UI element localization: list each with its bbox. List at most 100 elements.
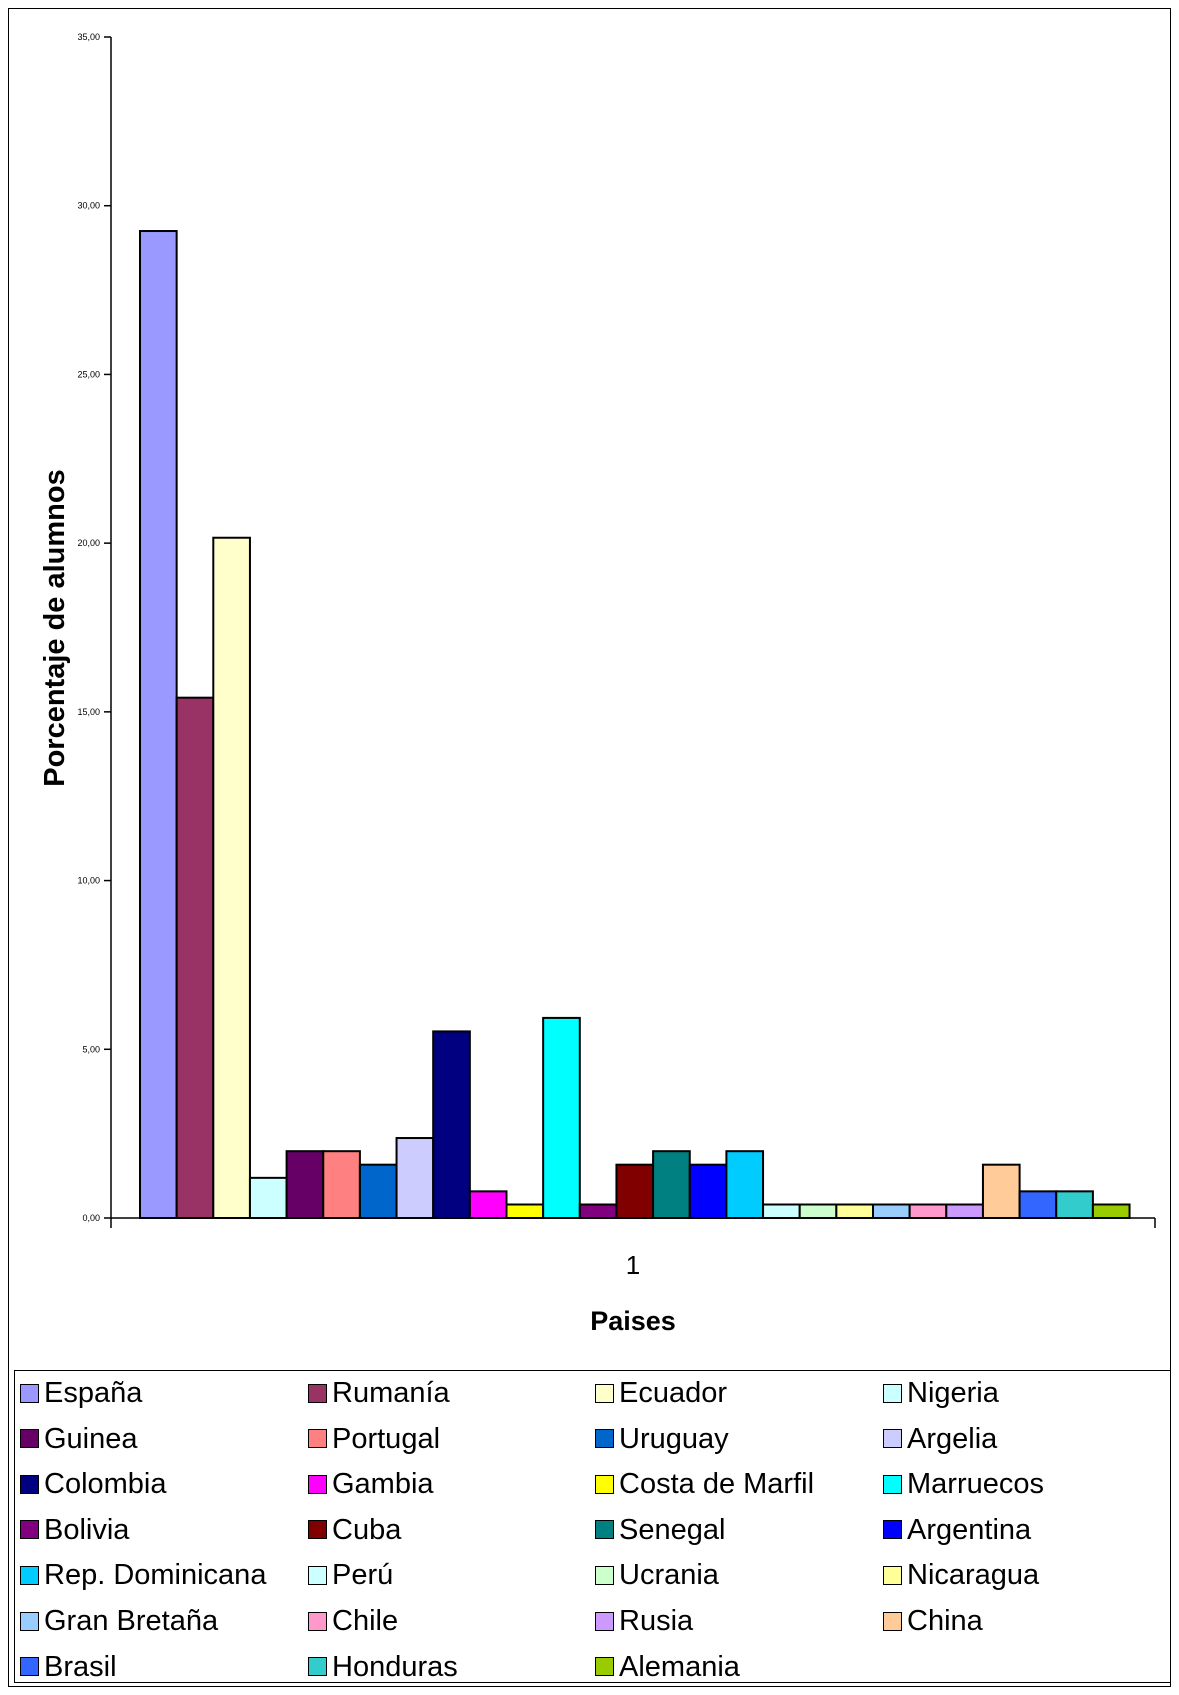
bar-rusia [946, 1205, 983, 1218]
legend-item: Costa de Marfil [595, 1466, 814, 1502]
legend-label: Gambia [332, 1466, 434, 1502]
legend-swatch [595, 1475, 614, 1494]
legend-item: Bolivia [20, 1512, 129, 1548]
legend-swatch [595, 1657, 614, 1676]
legend-label: Guinea [44, 1421, 138, 1457]
legend-swatch [883, 1429, 902, 1448]
legend-swatch [883, 1384, 902, 1403]
legend-item: Gran Bretaña [20, 1603, 218, 1639]
legend-swatch [20, 1566, 39, 1585]
legend-item: Senegal [595, 1512, 725, 1548]
legend-label: Costa de Marfil [619, 1466, 814, 1502]
legend-item: Gambia [308, 1466, 434, 1502]
y-tick-label: 35,00 [77, 32, 100, 42]
legend-swatch [308, 1566, 327, 1585]
bar-gambia [470, 1191, 507, 1218]
legend-item: Brasil [20, 1649, 117, 1685]
legend-swatch [308, 1520, 327, 1539]
bar-ucrania [800, 1205, 837, 1218]
legend-swatch [883, 1475, 902, 1494]
legend-label: China [907, 1603, 983, 1639]
legend-item: Ecuador [595, 1375, 727, 1411]
y-tick-label: 15,00 [77, 707, 100, 717]
legend-label: Chile [332, 1603, 398, 1639]
legend-swatch [308, 1612, 327, 1631]
bar-chile [910, 1205, 947, 1218]
x-tick-label: 1 [626, 1250, 640, 1280]
bar-argentina [690, 1165, 727, 1218]
legend-item: Honduras [308, 1649, 458, 1685]
bar-rumanía [177, 698, 214, 1218]
legend-swatch [595, 1612, 614, 1631]
legend-label: Senegal [619, 1512, 725, 1548]
bar-nicaragua [836, 1205, 873, 1218]
bar-colombia [433, 1031, 470, 1218]
x-axis-title: Paises [590, 1306, 676, 1336]
legend-swatch [308, 1657, 327, 1676]
legend-swatch [20, 1612, 39, 1631]
legend-item: Rep. Dominicana [20, 1557, 266, 1593]
legend-swatch [883, 1612, 902, 1631]
y-axis-title: Porcentaje de alumnos [39, 469, 71, 787]
legend-label: Argelia [907, 1421, 997, 1457]
legend-label: Ucrania [619, 1557, 719, 1593]
legend-item: Alemania [595, 1649, 740, 1685]
legend-swatch [595, 1566, 614, 1585]
legend-swatch [20, 1520, 39, 1539]
legend-item: Argelia [883, 1421, 997, 1457]
legend-item: Uruguay [595, 1421, 729, 1457]
bar-china [983, 1165, 1020, 1218]
legend-label: Brasil [44, 1649, 117, 1685]
bar-senegal [653, 1151, 690, 1218]
legend-swatch [20, 1475, 39, 1494]
y-ticks: 0,00 5,00 10,00 15,00 20,00 25,00 30,00 35,00 [77, 32, 111, 1223]
legend-label: Alemania [619, 1649, 740, 1685]
legend-label: Portugal [332, 1421, 440, 1457]
legend-item: Nigeria [883, 1375, 999, 1411]
legend-swatch [595, 1429, 614, 1448]
legend-item: Colombia [20, 1466, 167, 1502]
bar-cuba [616, 1165, 653, 1218]
bar-ecuador [213, 538, 250, 1218]
legend-item: Perú [308, 1557, 393, 1593]
legend-label: Bolivia [44, 1512, 129, 1548]
legend-item: España [20, 1375, 142, 1411]
bar-argelia [397, 1138, 434, 1218]
bars [140, 231, 1130, 1218]
legend-label: Honduras [332, 1649, 458, 1685]
chart-legend: España Rumanía Ecuador Nigeria Guinea Portuga… [14, 1370, 1171, 1683]
legend-swatch [20, 1429, 39, 1448]
bar-alemania [1093, 1205, 1130, 1218]
legend-swatch [595, 1520, 614, 1539]
bar-uruguay [360, 1165, 397, 1218]
legend-item: Chile [308, 1603, 398, 1639]
bar-perú [763, 1205, 800, 1218]
y-tick-label: 25,00 [77, 369, 100, 379]
legend-swatch [20, 1384, 39, 1403]
bar-brasil [1020, 1191, 1057, 1218]
bar-rep-dominicana [726, 1151, 763, 1218]
bar-nigeria [250, 1178, 287, 1218]
legend-item: China [883, 1603, 983, 1639]
legend-item: Ucrania [595, 1557, 719, 1593]
legend-label: España [44, 1375, 142, 1411]
legend-swatch [595, 1384, 614, 1403]
legend-item: Portugal [308, 1421, 440, 1457]
legend-swatch [308, 1384, 327, 1403]
bar-gran-bretaña [873, 1205, 910, 1218]
bar-guinea [287, 1151, 324, 1218]
bar-españa [140, 231, 177, 1218]
legend-item: Marruecos [883, 1466, 1044, 1502]
legend-label: Rep. Dominicana [44, 1557, 266, 1593]
y-tick-label: 5,00 [82, 1044, 100, 1054]
legend-label: Gran Bretaña [44, 1603, 218, 1639]
legend-label: Ecuador [619, 1375, 727, 1411]
legend-item: Rumanía [308, 1375, 450, 1411]
chart-plot: 0,00 5,00 10,00 15,00 20,00 25,00 30,00 35,00 1… [0, 0, 1179, 1368]
legend-label: Nicaragua [907, 1557, 1039, 1593]
legend-swatch [883, 1566, 902, 1585]
legend-label: Perú [332, 1557, 393, 1593]
legend-swatch [308, 1475, 327, 1494]
y-tick-label: 30,00 [77, 201, 100, 211]
legend-label: Nigeria [907, 1375, 999, 1411]
